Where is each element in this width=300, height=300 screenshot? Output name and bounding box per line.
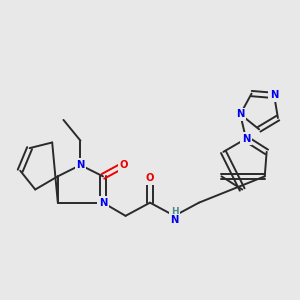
Text: N: N (99, 198, 107, 208)
Text: N: N (236, 109, 244, 119)
Text: N: N (170, 215, 178, 225)
Text: O: O (119, 160, 128, 170)
Text: N: N (76, 160, 85, 170)
Text: O: O (146, 173, 154, 183)
Text: N: N (270, 90, 278, 100)
Text: H: H (171, 207, 178, 216)
Text: N: N (242, 134, 250, 144)
